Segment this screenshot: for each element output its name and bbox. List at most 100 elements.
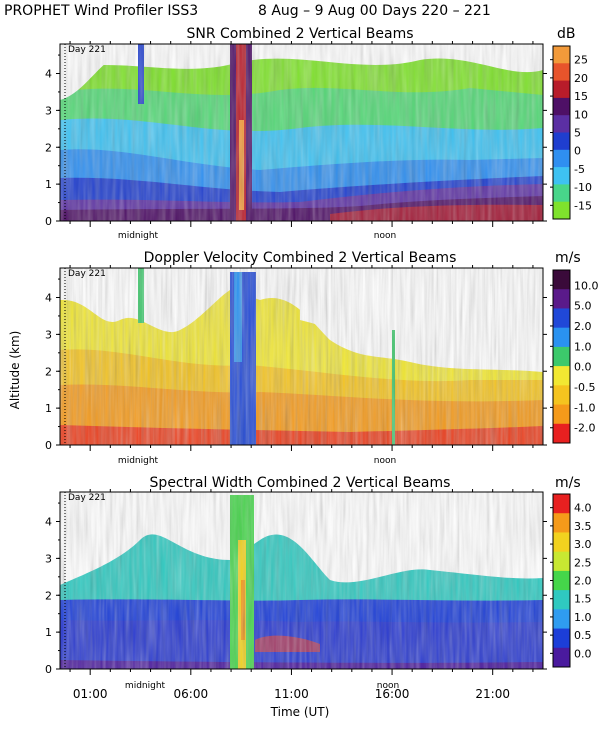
x-axis-label: Time (UT) — [270, 705, 330, 719]
colorbar-swatch — [553, 132, 570, 151]
y-tick-label: 1 — [45, 626, 52, 639]
y-tick-label: 1 — [45, 178, 52, 191]
figure-dates: 8 Aug – 9 Aug 00 Days 220 – 221 — [258, 3, 491, 19]
colorbar-label: 10 — [574, 108, 588, 121]
colorbar-swatch — [553, 327, 570, 348]
colorbar-label: 3.5 — [574, 520, 592, 533]
colorbar-label: 1.0 — [574, 340, 592, 353]
snr-texture — [60, 44, 543, 221]
colorbar-label: 2.0 — [574, 320, 592, 333]
colorbar-swatch — [553, 149, 570, 168]
y-tick-label: 3 — [45, 552, 52, 565]
width-frame — [59, 491, 544, 670]
colorbar-swatch — [553, 308, 570, 329]
width-noon-label: noon — [377, 681, 399, 691]
doppler-colorbar: 10.0 5.0 2.0 1.0 0.0 -0.5 -1.0 -2.0 — [550, 269, 599, 444]
snr-title: SNR Combined 2 Vertical Beams — [186, 26, 413, 42]
colorbar-swatch — [553, 289, 570, 309]
colorbar-swatch — [553, 494, 570, 514]
doppler-noon-label: noon — [374, 456, 396, 466]
y-tick-label: 3 — [45, 104, 52, 117]
width-title: Spectral Width Combined 2 Vertical Beams — [150, 475, 451, 491]
colorbar-swatch — [553, 590, 570, 610]
colorbar-label: -1.0 — [574, 401, 595, 414]
y-axis-label: Altitude (km) — [8, 331, 22, 410]
colorbar-label: 5.0 — [574, 300, 592, 313]
y-tick-label: 0 — [45, 439, 52, 452]
colorbar-swatch — [553, 385, 570, 406]
snr-midnight-label: midnight — [118, 231, 159, 241]
doppler-day-label: Day 221 — [68, 269, 106, 279]
colorbar-swatch — [553, 63, 570, 82]
doppler-xaxis — [69, 265, 534, 451]
colorbar-swatch — [553, 80, 570, 99]
y-tick-label: 2 — [45, 141, 52, 154]
doppler-frame — [59, 267, 544, 446]
y-tick-label: 0 — [45, 215, 52, 228]
colorbar-label: -10 — [574, 181, 592, 194]
snr-frame — [59, 43, 544, 222]
x-tick-label: 21:00 — [475, 687, 510, 701]
snr-unit: dB — [557, 26, 576, 42]
doppler-midnight-label: midnight — [118, 456, 159, 466]
doppler-yaxis: 0 1 2 3 4 — [45, 278, 547, 452]
x-tick-label: 01:00 — [73, 687, 108, 701]
colorbar-label: -0.5 — [574, 381, 595, 394]
colorbar-swatch — [553, 115, 570, 133]
snr-colorbar: 25 20 15 10 5 0 -5 -10 -15 — [550, 45, 592, 220]
colorbar-swatch — [553, 609, 570, 630]
snr-plot-area — [60, 44, 543, 221]
colorbar-swatch — [553, 513, 570, 533]
colorbar-swatch — [553, 97, 570, 116]
colorbar-label: 1.5 — [574, 593, 592, 606]
x-tick-label: 06:00 — [174, 687, 209, 701]
colorbar-label: 10.0 — [574, 279, 599, 292]
snr-xaxis — [69, 41, 534, 227]
colorbar-label: -2.0 — [574, 422, 595, 435]
colorbar-swatch — [553, 201, 570, 220]
width-xaxis — [69, 489, 534, 675]
y-tick-label: 4 — [45, 292, 52, 305]
colorbar-label: 0 — [574, 145, 581, 158]
colorbar-swatch — [553, 551, 570, 572]
colorbar-label: 15 — [574, 90, 588, 103]
colorbar-swatch — [553, 423, 570, 444]
y-tick-label: 4 — [45, 516, 52, 529]
colorbar-frame — [552, 269, 571, 444]
width-colorbar: 4.0 3.5 3.0 2.5 2.0 1.5 1.0 0.5 0.0 — [550, 493, 592, 668]
y-tick-label: 0 — [45, 663, 52, 676]
colorbar-label: -15 — [574, 199, 592, 212]
colorbar-label: 4.0 — [574, 502, 592, 515]
width-plot-area — [60, 492, 543, 669]
doppler-unit: m/s — [555, 250, 581, 266]
y-tick-label: 2 — [45, 365, 52, 378]
colorbar-label: 0.0 — [574, 647, 592, 660]
y-tick-label: 2 — [45, 589, 52, 602]
colorbar-swatch — [553, 532, 570, 553]
width-day-label: Day 221 — [68, 493, 106, 503]
colorbar-label: 3.0 — [574, 538, 592, 551]
snr-yaxis: 0 1 2 3 4 — [45, 54, 547, 228]
doppler-texture — [60, 268, 543, 445]
doppler-panel: Doppler Velocity Combined 2 Vertical Bea… — [8, 250, 599, 466]
snr-noon-label: noon — [374, 231, 396, 241]
colorbar-label: 2.5 — [574, 556, 592, 569]
colorbar-swatch — [553, 270, 570, 290]
width-yaxis: 0 1 2 3 4 — [45, 502, 547, 676]
colorbar-swatch — [553, 184, 570, 203]
colorbar-label: 2.0 — [574, 575, 592, 588]
width-unit: m/s — [555, 475, 581, 491]
snr-day-label: Day 221 — [68, 45, 106, 55]
colorbar-swatch — [553, 404, 570, 425]
doppler-title: Doppler Velocity Combined 2 Vertical Bea… — [144, 250, 457, 266]
colorbar-swatch — [553, 346, 570, 367]
y-tick-label: 1 — [45, 402, 52, 415]
colorbar-label: 25 — [574, 54, 588, 67]
colorbar-swatch — [553, 628, 570, 649]
colorbar-label: 1.0 — [574, 611, 592, 624]
colorbar-label: 20 — [574, 72, 588, 85]
width-texture — [60, 492, 543, 669]
y-tick-label: 3 — [45, 328, 52, 341]
colorbar-label: -5 — [574, 163, 585, 176]
